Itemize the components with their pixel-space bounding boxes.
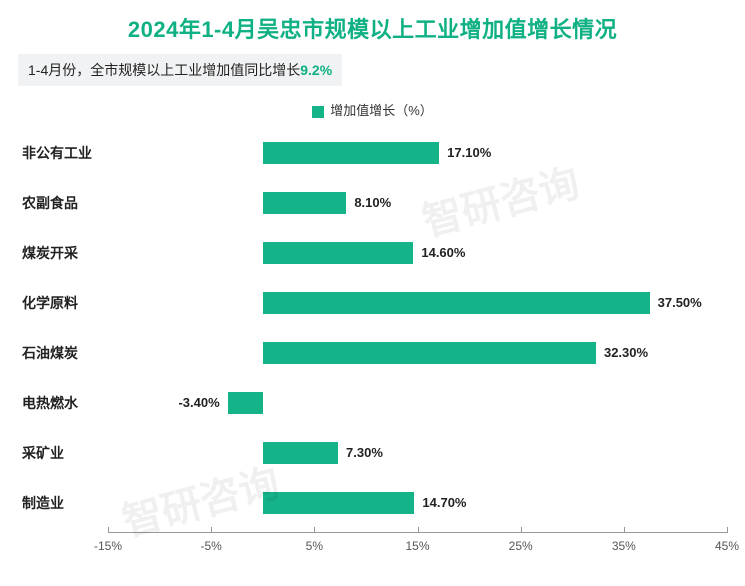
bar xyxy=(263,192,347,214)
category-label: 农副食品 xyxy=(18,193,108,213)
chart-row: 采矿业 7.30% xyxy=(18,428,727,478)
bar-value-label: -3.40% xyxy=(178,392,219,414)
bar-zone: 17.10% xyxy=(108,128,727,178)
x-tick-label: 15% xyxy=(405,539,429,553)
bar-zone: 14.70% xyxy=(108,478,727,528)
x-tick-mark xyxy=(727,527,728,533)
x-tick-mark xyxy=(521,527,522,533)
category-label: 石油煤炭 xyxy=(18,343,108,363)
x-tick-mark xyxy=(108,527,109,533)
x-tick-mark xyxy=(314,527,315,533)
x-tick-label: -5% xyxy=(200,539,221,553)
bar-value-label: 7.30% xyxy=(346,442,383,464)
x-axis: -15%-5%5%15%25%35%45% xyxy=(108,532,727,533)
legend-swatch xyxy=(312,106,324,118)
bar-value-label: 8.10% xyxy=(354,192,391,214)
legend-label: 增加值增长（%） xyxy=(330,103,433,118)
category-label: 煤炭开采 xyxy=(18,243,108,263)
bar-zone: 8.10% xyxy=(108,178,727,228)
x-tick-label: 5% xyxy=(306,539,323,553)
x-tick-mark xyxy=(211,527,212,533)
category-label: 电热燃水 xyxy=(18,393,108,413)
bar-value-label: 14.60% xyxy=(421,242,465,264)
subtitle-box: 1-4月份，全市规模以上工业增加值同比增长9.2% xyxy=(18,54,342,86)
bar xyxy=(263,442,338,464)
subtitle-prefix: 1-4月份，全市规模以上工业增加值同比增长 xyxy=(28,62,300,78)
category-label: 非公有工业 xyxy=(18,143,108,163)
chart-row: 煤炭开采 14.60% xyxy=(18,228,727,278)
bar-value-label: 37.50% xyxy=(658,292,702,314)
category-label: 制造业 xyxy=(18,493,108,513)
bar xyxy=(263,242,414,264)
bar-value-label: 14.70% xyxy=(422,492,466,514)
bar xyxy=(263,292,650,314)
chart-title: 2024年1-4月吴忠市规模以上工业增加值增长情况 xyxy=(0,0,745,44)
bar-value-label: 17.10% xyxy=(447,142,491,164)
x-tick-label: 35% xyxy=(612,539,636,553)
x-tick-label: -15% xyxy=(94,539,122,553)
x-tick-mark xyxy=(624,527,625,533)
bar-value-label: 32.30% xyxy=(604,342,648,364)
bar-zone: 14.60% xyxy=(108,228,727,278)
x-tick-label: 25% xyxy=(509,539,533,553)
bar-zone: -3.40% xyxy=(108,378,727,428)
category-label: 化学原料 xyxy=(18,293,108,313)
bar-zone: 7.30% xyxy=(108,428,727,478)
chart-row: 电热燃水 -3.40% xyxy=(18,378,727,428)
chart-row: 非公有工业 17.10% xyxy=(18,128,727,178)
legend: 增加值增长（%） xyxy=(0,100,745,119)
x-tick-label: 45% xyxy=(715,539,739,553)
bar xyxy=(263,342,596,364)
bar xyxy=(263,492,415,514)
bar xyxy=(228,392,263,414)
chart-row: 化学原料 37.50% xyxy=(18,278,727,328)
x-tick-mark xyxy=(418,527,419,533)
chart-area: 非公有工业 17.10% 农副食品 8.10% 煤炭开采 14.60% 化学原料 37.50%… xyxy=(18,128,727,558)
bar xyxy=(263,142,439,164)
category-label: 采矿业 xyxy=(18,443,108,463)
chart-row: 农副食品 8.10% xyxy=(18,178,727,228)
chart-row: 制造业 14.70% xyxy=(18,478,727,528)
chart-row: 石油煤炭 32.30% xyxy=(18,328,727,378)
bar-zone: 32.30% xyxy=(108,328,727,378)
subtitle-accent: 9.2% xyxy=(300,62,332,78)
bar-zone: 37.50% xyxy=(108,278,727,328)
